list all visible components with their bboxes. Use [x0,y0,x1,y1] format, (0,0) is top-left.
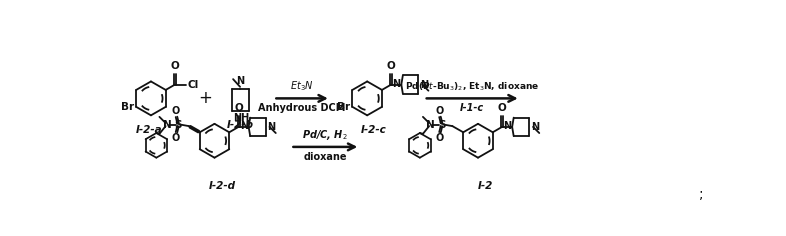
Text: I-1-c: I-1-c [460,103,484,113]
Text: ;: ; [699,187,703,201]
Text: O: O [435,106,443,116]
Text: O: O [171,133,180,143]
Text: I-2-d: I-2-d [209,181,236,191]
Text: N: N [503,121,512,131]
Text: N: N [236,76,244,86]
Text: N: N [531,122,539,132]
Text: N: N [267,122,275,132]
Text: N: N [163,120,171,130]
Text: S: S [174,120,182,130]
Text: O: O [234,103,243,113]
Text: N: N [426,120,435,130]
Text: I-2-c: I-2-c [361,125,386,135]
Text: S: S [438,120,446,130]
Text: Br: Br [337,102,350,112]
Text: I-2-a: I-2-a [135,125,162,135]
Text: dioxane: dioxane [303,152,347,161]
Text: Cl: Cl [187,80,199,89]
Text: I-2-b: I-2-b [226,120,254,130]
Text: O: O [171,61,179,71]
Text: Pd/C, H$_2$: Pd/C, H$_2$ [303,127,348,142]
Text: N: N [392,79,401,89]
Text: O: O [387,61,395,71]
Text: O: O [171,106,180,116]
Text: Br: Br [121,102,134,112]
Text: O: O [498,103,506,113]
Text: +: + [198,89,212,107]
Text: Et$_3$N: Et$_3$N [290,79,314,93]
Text: I-2: I-2 [478,181,494,191]
Text: Anhydrous DCM: Anhydrous DCM [259,103,346,113]
Text: O: O [435,133,443,143]
Text: N: N [240,121,248,131]
Text: N: N [420,80,428,89]
Text: NH: NH [233,113,249,123]
Text: Pd(P$t$-Bu$_3$)$_2$, Et$_3$N, dioxane: Pd(P$t$-Bu$_3$)$_2$, Et$_3$N, dioxane [405,80,539,93]
